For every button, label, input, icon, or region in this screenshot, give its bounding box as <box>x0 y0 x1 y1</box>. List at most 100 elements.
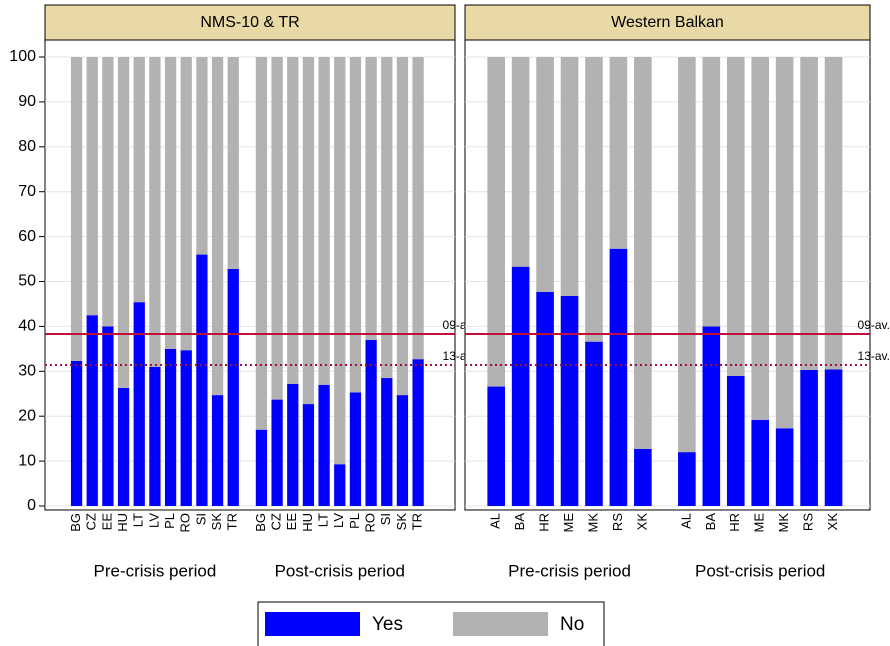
bar-segment <box>255 429 268 506</box>
y-tick-label: 0 <box>27 497 36 514</box>
bar-segment <box>585 341 603 506</box>
bar-segment <box>775 428 794 506</box>
x-tick-label: BA <box>512 513 527 531</box>
bar-segment <box>196 57 208 255</box>
x-tick-label: EE <box>99 513 114 531</box>
x-tick-label: AL <box>488 513 503 529</box>
x-tick-label: CZ <box>269 513 284 530</box>
bar-segment <box>133 57 145 303</box>
x-tick-label: MK <box>585 513 600 533</box>
x-tick-label: BG <box>253 513 268 532</box>
x-tick-label: HR <box>727 513 742 532</box>
x-tick-label: ME <box>561 513 576 533</box>
bar-segment <box>824 369 843 506</box>
x-tick-label: SK <box>209 513 224 531</box>
bar-segment <box>102 326 114 506</box>
x-tick-label: LT <box>316 513 331 527</box>
bar-segment <box>726 57 745 376</box>
bar-segment <box>609 57 628 249</box>
bar-segment <box>511 266 530 506</box>
bar-segment <box>560 57 579 296</box>
x-tick-label: RS <box>610 513 625 531</box>
bar-segment <box>800 369 818 506</box>
x-tick-label: LV <box>146 513 161 528</box>
y-tick-label: 60 <box>18 228 36 245</box>
x-tick-label: PL <box>347 513 362 529</box>
x-tick-label: BG <box>68 513 83 532</box>
bar-segment <box>149 57 161 367</box>
x-tick-label: XK <box>634 513 649 531</box>
x-tick-label: SI <box>193 513 208 525</box>
x-tick-label: XK <box>825 513 840 531</box>
reference-label: 09-av. <box>858 318 890 332</box>
bar-segment <box>678 452 696 506</box>
y-tick-label: 20 <box>18 407 36 424</box>
bar-segment <box>702 326 721 506</box>
group-label: Post-crisis period <box>275 561 405 580</box>
bar-segment <box>487 57 505 387</box>
bar-segment <box>86 315 98 506</box>
bar-segment <box>511 57 530 267</box>
x-tick-label: LT <box>131 513 146 527</box>
x-tick-label: EE <box>284 513 299 531</box>
bar-segment <box>726 375 745 506</box>
y-tick-label: 90 <box>18 93 36 110</box>
bar-segment <box>117 387 130 506</box>
bar-segment <box>775 57 794 429</box>
legend-label: Yes <box>372 614 403 635</box>
bar-segment <box>117 57 130 388</box>
y-tick-label: 70 <box>18 183 36 200</box>
legend-swatch <box>265 612 360 636</box>
bar-segment <box>102 57 114 327</box>
bar-segment <box>86 57 98 316</box>
bar-segment <box>751 419 770 506</box>
x-tick-label: ME <box>752 513 767 533</box>
legend-label: No <box>560 614 584 635</box>
bar-segment <box>271 57 283 400</box>
x-tick-label: HR <box>537 513 552 532</box>
x-tick-label: MK <box>776 513 791 533</box>
x-tick-label: SK <box>394 513 409 531</box>
reference-label: 13-av. <box>858 349 890 363</box>
bar-segment <box>196 254 208 506</box>
bar-segment <box>536 291 554 506</box>
bar-segment <box>365 339 377 506</box>
x-tick-label: SI <box>378 513 393 525</box>
x-tick-label: AL <box>678 513 693 529</box>
x-tick-label: RO <box>178 513 193 533</box>
x-tick-label: TR <box>410 513 425 530</box>
bar-segment <box>365 57 377 340</box>
bar-segment <box>412 57 424 360</box>
bar-segment <box>381 378 393 506</box>
bar-segment <box>287 57 299 384</box>
legend-swatch <box>453 612 548 636</box>
bar-segment <box>70 57 83 361</box>
bar-segment <box>287 383 299 506</box>
bar-segment <box>678 57 696 453</box>
bar-segment <box>381 57 393 379</box>
x-tick-label: HU <box>300 513 315 532</box>
group-label: Pre-crisis period <box>508 561 631 580</box>
bar-segment <box>180 350 192 506</box>
bar-segment <box>70 360 83 506</box>
panel-title: Western Balkan <box>611 14 724 31</box>
panel-title: NMS-10 & TR <box>200 14 299 31</box>
bar-segment <box>349 57 362 393</box>
bar-segment <box>334 57 346 465</box>
bar-segment <box>164 348 177 506</box>
bar-segment <box>180 57 192 351</box>
bar-segment <box>609 248 628 506</box>
bar-segment <box>271 399 283 506</box>
x-tick-label: RS <box>801 513 816 531</box>
bar-segment <box>318 384 330 506</box>
bar-segment <box>211 395 224 506</box>
bar-segment <box>412 359 424 506</box>
y-tick-label: 10 <box>18 452 36 469</box>
bar-segment <box>211 57 224 396</box>
bar-segment <box>396 57 409 396</box>
bar-segment <box>164 57 177 349</box>
x-tick-label: PL <box>162 513 177 529</box>
bar-segment <box>302 57 315 405</box>
bar-segment <box>396 395 409 506</box>
